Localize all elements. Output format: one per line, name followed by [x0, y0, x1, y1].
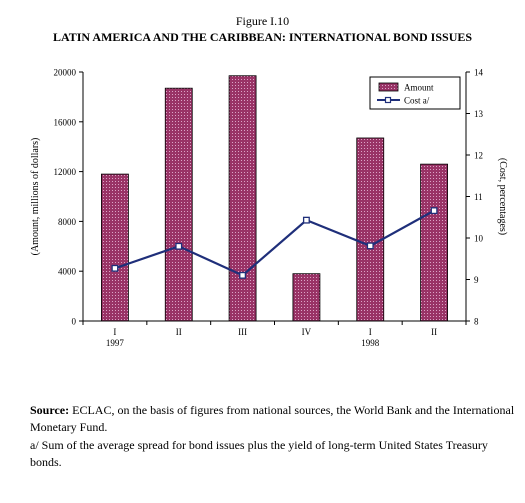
cost-line [111, 207, 438, 279]
figure-title: LATIN AMERICA AND THE CARIBBEAN: INTERNA… [52, 30, 473, 44]
figure-number: Figure I.10 [235, 14, 290, 28]
amount-bar [420, 163, 448, 322]
cost-series-line [114, 209, 435, 277]
legend-label-amount: Amount [404, 83, 434, 93]
source-text: ECLAC, on the basis of figures from nati… [30, 403, 515, 434]
cost-point [302, 216, 310, 224]
cost-point [111, 264, 119, 272]
x-tick-label: I [369, 327, 372, 337]
y-tick-label-right: 14 [474, 68, 484, 78]
amount-bar [101, 173, 129, 322]
y-tick-label-left: 4000 [58, 267, 77, 277]
y-axis-label-right: (Cost, percentages) [497, 158, 508, 235]
legend-marker-cost [384, 96, 392, 104]
legend-swatch-amount [378, 82, 399, 92]
y-tick-label-right: 8 [474, 317, 479, 327]
x-tick-label: I [113, 327, 116, 337]
x-tick-label: II [176, 327, 182, 337]
amount-bars [101, 75, 448, 322]
y-tick-label-right: 13 [474, 109, 484, 119]
y-tick-label-right: 11 [474, 192, 483, 202]
x-tick-label: III [238, 327, 247, 337]
chart-legend: Amount Cost a/ [369, 76, 461, 110]
y-axis-label-left: (Amount, millions of dollars) [30, 138, 41, 256]
legend-label-cost: Cost a/ [404, 96, 430, 106]
source-label: Source: [30, 403, 70, 417]
amount-bar [292, 273, 321, 322]
x-tick-label: II [431, 327, 437, 337]
cost-point [239, 271, 247, 279]
chart-notes: Source: ECLAC, on the basis of figures f… [30, 402, 515, 472]
y-tick-label-left: 12000 [54, 167, 77, 177]
amount-bar [356, 137, 385, 322]
amount-bar [164, 87, 193, 322]
y-tick-label-right: 10 [474, 234, 484, 244]
axes: 040008000120001600020000891011121314I199… [30, 68, 508, 349]
cost-point [366, 242, 374, 250]
footnote: a/ Sum of the average spread for bond is… [30, 438, 488, 469]
y-tick-label-right: 12 [474, 151, 483, 161]
x-tick-label: IV [302, 327, 312, 337]
x-year-label: 1998 [361, 338, 380, 348]
y-tick-label-left: 20000 [54, 68, 77, 78]
y-tick-label-left: 0 [72, 317, 77, 327]
source-note: Source: ECLAC, on the basis of figures f… [30, 402, 515, 436]
cost-point [175, 242, 183, 250]
legend-box [369, 76, 461, 110]
amount-bar [228, 75, 257, 322]
y-tick-label-left: 8000 [58, 217, 77, 227]
bond-issues-chart: 040008000120001600020000891011121314I199… [30, 68, 508, 349]
x-year-label: 1997 [106, 338, 125, 348]
y-tick-label-left: 16000 [54, 117, 77, 127]
y-tick-label-right: 9 [474, 275, 479, 285]
cost-point [430, 207, 438, 215]
